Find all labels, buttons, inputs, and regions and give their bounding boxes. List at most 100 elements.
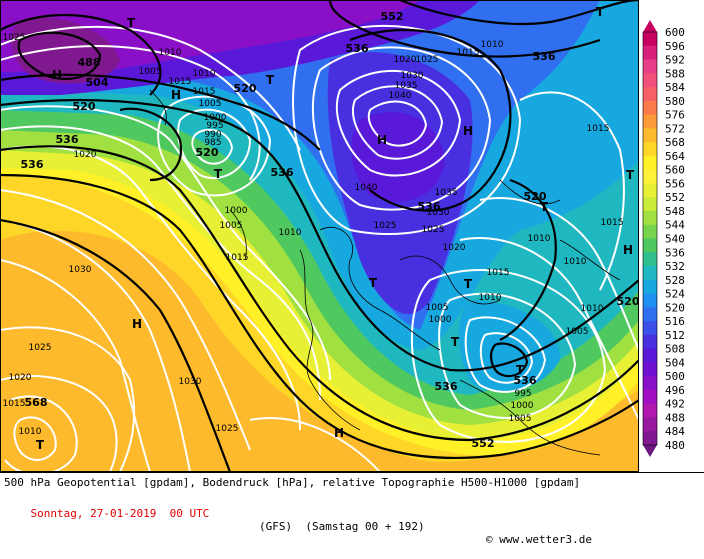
pressure-label: 985 (204, 138, 221, 148)
low-center: T (626, 168, 635, 182)
legend-value-label: 516 (665, 315, 685, 328)
pressure-label: 1010 (159, 48, 182, 58)
geopotential-label: 536 (514, 374, 537, 387)
pressure-label: 1030 (427, 208, 450, 218)
pressure-label: 1040 (389, 91, 412, 101)
legend-color-swatch (643, 32, 657, 47)
legend-color-swatch (643, 238, 657, 253)
high-center: H (377, 133, 387, 147)
legend-color-swatch (643, 45, 657, 61)
pressure-label: 1005 (139, 67, 162, 77)
legend-color-swatch (643, 224, 657, 239)
legend-color-swatch (643, 252, 657, 267)
pressure-label: 990 (204, 130, 221, 140)
legend-value-label: 532 (665, 260, 685, 273)
copyright-link[interactable]: © www.wetter3.de (486, 533, 592, 546)
legend-value-label: 556 (665, 177, 685, 190)
legend-color-swatch (643, 403, 657, 418)
pressure-label: 1015 (601, 218, 624, 228)
geopotential-label: 552 (472, 437, 495, 450)
pressure-label: 1010 (279, 228, 302, 238)
pressure-label: 1015 (3, 399, 26, 409)
map-run-info: Sonntag, 27-01-2019 00 UTC (GFS) (Samsta… (4, 494, 698, 559)
legend-color-swatch (643, 73, 657, 88)
legend-color-swatch (643, 87, 657, 102)
pressure-label: 1025 (374, 221, 397, 231)
geopotential-label: 520 (524, 190, 547, 203)
geopotential-label: 568 (25, 396, 48, 409)
legend-color-swatch (643, 59, 657, 74)
legend-color-swatch (643, 417, 657, 432)
geopotential-label: 552 (381, 10, 404, 23)
geopotential-label: 488 (78, 56, 101, 69)
pressure-label: 1005 (220, 221, 243, 231)
legend-bottom-arrow (643, 445, 657, 457)
legend-color-swatch (643, 348, 657, 363)
pressure-labels: 1025 1010 1015 1010 1005 1015 1020 1025 … (3, 33, 624, 437)
pressure-label: 1035 (395, 81, 418, 91)
legend-color-swatch (643, 100, 657, 116)
legend-color-swatch (643, 321, 657, 336)
valid-date: Sonntag, 27-01-2019 00 UTC (30, 507, 210, 520)
legend-value-label: 500 (665, 370, 685, 383)
pressure-label: 1010 (479, 293, 502, 303)
legend-color-swatch (643, 169, 657, 184)
geopotential-label: 520 (234, 82, 257, 95)
pressure-label: 1030 (179, 377, 202, 387)
geopotential-label: 536 (21, 158, 44, 171)
legend-top-arrow (643, 20, 657, 32)
pressure-label: 1010 (528, 234, 551, 244)
pressure-label: 1010 (193, 69, 216, 79)
pressure-label: 1010 (581, 304, 604, 314)
legend-value-label: 564 (665, 150, 685, 163)
legend-value-label: 600 (665, 26, 685, 39)
legend-value-label: 528 (665, 274, 685, 287)
pressure-label: 995 (514, 389, 531, 399)
legend-color-swatch (643, 389, 657, 405)
legend-value-label: 548 (665, 205, 685, 218)
pressure-label: 1000 (429, 315, 452, 325)
geopotential-label: 520 (73, 100, 96, 113)
pressure-label: 1025 (216, 424, 239, 434)
legend-value-label: 480 (665, 439, 685, 452)
legend-color-swatch (643, 376, 657, 391)
geopotential-label: 536 (435, 380, 458, 393)
pressure-label: 1020 (394, 55, 417, 65)
legend-color-swatch (643, 183, 657, 198)
low-center: T (127, 16, 136, 30)
pressure-label: 1010 (564, 257, 587, 267)
legend-value-label: 504 (665, 356, 685, 369)
pressure-label: 1025 (3, 33, 26, 43)
legend-value-label: 568 (665, 136, 685, 149)
pressure-label: 1030 (69, 265, 92, 275)
pressure-label: 1025 (422, 225, 445, 235)
legend-value-label: 572 (665, 122, 685, 135)
legend-value-label: 512 (665, 329, 685, 342)
pressure-label: 1000 (225, 206, 248, 216)
low-center: T (36, 438, 45, 452)
pressure-label: 1010 (481, 40, 504, 50)
geopotential-label: 536 (418, 200, 441, 213)
geopotential-label: 520 (196, 146, 219, 159)
legend-outline (642, 31, 658, 446)
pressure-label: 1025 (29, 343, 52, 353)
legend-color-swatch (643, 114, 657, 129)
low-center: T (540, 200, 549, 214)
legend-value-label: 552 (665, 191, 685, 204)
legend-color-bar (642, 20, 658, 457)
high-center: H (623, 243, 633, 257)
legend-color-swatch (643, 210, 657, 226)
pressure-label: 1020 (74, 150, 97, 160)
pressure-label: 1020 (9, 373, 32, 383)
geopotential-label: 536 (271, 166, 294, 179)
pressure-label: 1020 (443, 243, 466, 253)
model-run: (GFS) (Samstag 00 + 192) (259, 520, 425, 533)
pressure-label: 995 (206, 121, 223, 131)
legend-value-label: 592 (665, 54, 685, 67)
high-center: H (463, 124, 473, 138)
geopotential-label: 536 (533, 50, 556, 63)
pressure-label: 1025 (416, 55, 439, 65)
legend-color-swatch (643, 279, 657, 295)
low-center: T (369, 276, 378, 290)
legend-value-label: 520 (665, 301, 685, 314)
